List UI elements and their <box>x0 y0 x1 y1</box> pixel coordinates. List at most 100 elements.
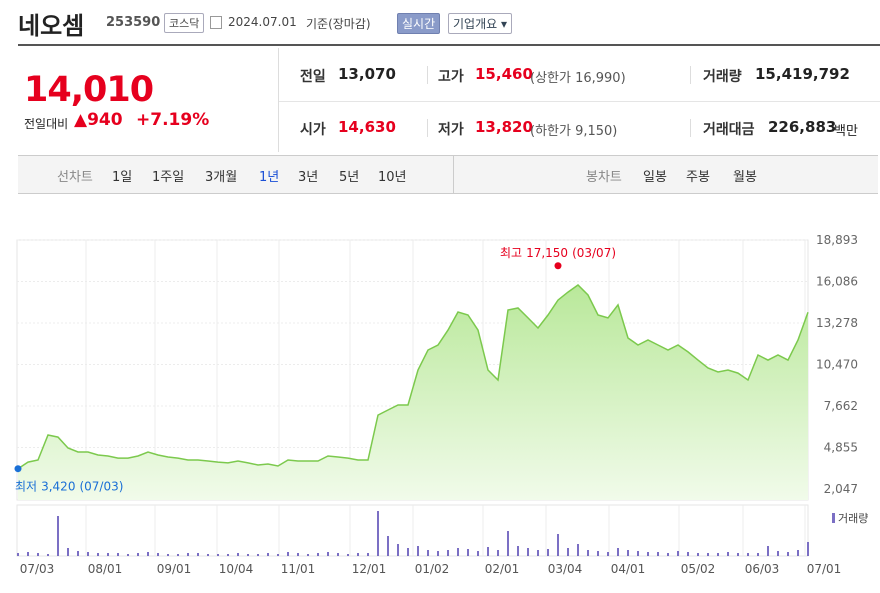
price-area <box>18 285 808 500</box>
x-tick-label: 07/03 <box>20 562 55 576</box>
divider <box>278 48 279 152</box>
volume-bar <box>247 554 249 556</box>
volume-bar <box>67 548 69 556</box>
divider <box>279 101 880 102</box>
y-tick-label: 10,470 <box>816 358 858 372</box>
volume-bar <box>577 544 579 556</box>
volume-bar <box>447 550 449 556</box>
volume-bar <box>557 534 559 556</box>
summary-value: 13,070 <box>338 65 396 83</box>
low-marker <box>14 465 22 473</box>
volume-bar <box>657 552 659 556</box>
y-tick-label: 18,893 <box>816 233 858 247</box>
date: 2024.07.01 <box>228 15 297 29</box>
volume-bar <box>257 554 259 556</box>
volume-bar <box>157 553 159 556</box>
volume-bar <box>507 531 509 556</box>
volume-bar <box>727 552 729 556</box>
volume-bar <box>717 553 719 556</box>
low-annotation: 최저 3,420 (07/03) <box>15 480 123 494</box>
x-tick-label: 06/03 <box>745 562 780 576</box>
y-tick-label: 16,086 <box>816 274 858 288</box>
x-tick-label: 11/01 <box>281 562 316 576</box>
period-tab[interactable]: 1년 <box>259 170 280 185</box>
period-tab[interactable]: 3년 <box>298 170 319 185</box>
period-tab[interactable]: 1일 <box>112 170 133 185</box>
volume-bar <box>107 553 109 556</box>
candle-tab[interactable]: 주봉 <box>686 170 710 185</box>
x-tick-label: 03/04 <box>548 562 583 576</box>
volume-bar <box>487 547 489 556</box>
volume-bar <box>787 552 789 556</box>
volume-bar <box>387 536 389 556</box>
volume-bar <box>197 553 199 556</box>
volume-bar <box>697 553 699 556</box>
period-tab[interactable]: 5년 <box>339 170 360 185</box>
volume-bar <box>367 553 369 556</box>
y-tick-label: 4,855 <box>824 440 858 454</box>
volume-bar <box>607 552 609 556</box>
high-label: 최고 <box>500 246 522 260</box>
summary-label: 전일 <box>300 69 326 85</box>
summary-note: (상한가 16,990) <box>530 71 626 86</box>
summary-note: 백만 <box>834 124 858 139</box>
volume-bar <box>417 546 419 556</box>
x-tick-label: 07/01 <box>807 562 842 576</box>
legend-label: 거래량 <box>838 512 868 525</box>
volume-bar <box>407 548 409 556</box>
volume-bar <box>597 551 599 556</box>
volume-bar <box>737 553 739 556</box>
tab-group-label: 선차트 <box>57 170 93 185</box>
volume-bar <box>27 552 29 556</box>
volume-bar <box>137 553 139 556</box>
header-rule <box>18 44 880 46</box>
high-marker <box>554 262 562 270</box>
divider <box>427 66 428 84</box>
company-button[interactable]: 기업개요 ▾ <box>448 13 513 34</box>
volume-bar <box>767 546 769 556</box>
period-tab[interactable]: 10년 <box>378 170 407 185</box>
period-tab[interactable]: 1주일 <box>152 170 185 185</box>
basis: 기준(장마감) <box>306 17 371 31</box>
volume-bar <box>437 551 439 556</box>
price-line <box>17 284 809 470</box>
summary-value: 15,460 <box>475 65 533 83</box>
y-tick-label: 13,278 <box>816 316 858 330</box>
stock-name: 네오셈 <box>18 12 85 40</box>
market-badge: 코스닥 <box>164 13 205 33</box>
volume-bar <box>97 553 99 556</box>
volume-bar <box>537 550 539 556</box>
volume-bar <box>397 544 399 556</box>
volume-bar <box>427 550 429 556</box>
volume-bar <box>547 549 549 556</box>
volume-bar <box>147 552 149 556</box>
volume-bar <box>307 554 309 556</box>
volume-bar <box>757 553 759 556</box>
high-value-label: 17,150 <box>526 246 568 260</box>
volume-bar <box>477 551 479 556</box>
change-rate: +7.19% <box>136 110 210 130</box>
volume-bar <box>87 552 89 556</box>
volume-bar <box>347 554 349 556</box>
volume-bar <box>457 548 459 556</box>
candle-tab[interactable]: 월봉 <box>733 170 757 185</box>
summary-value: 14,630 <box>338 118 396 136</box>
period-tab[interactable]: 3개월 <box>205 170 238 185</box>
x-tick-label: 04/01 <box>611 562 646 576</box>
divider <box>690 119 691 137</box>
calendar-icon <box>210 16 222 29</box>
realtime-button[interactable]: 실시간 <box>397 13 441 34</box>
volume-bar <box>177 554 179 556</box>
volume-bar <box>57 516 59 556</box>
volume-bar <box>637 551 639 556</box>
low-label: 최저 <box>15 480 37 494</box>
volume-bar <box>357 553 359 556</box>
candle-tab[interactable]: 일봉 <box>643 170 667 185</box>
volume-bar <box>667 553 669 556</box>
summary-value: 13,820 <box>475 118 533 136</box>
volume-bar <box>777 551 779 556</box>
volume-bar <box>287 552 289 556</box>
volume-bar <box>707 553 709 556</box>
volume-bar <box>327 552 329 556</box>
